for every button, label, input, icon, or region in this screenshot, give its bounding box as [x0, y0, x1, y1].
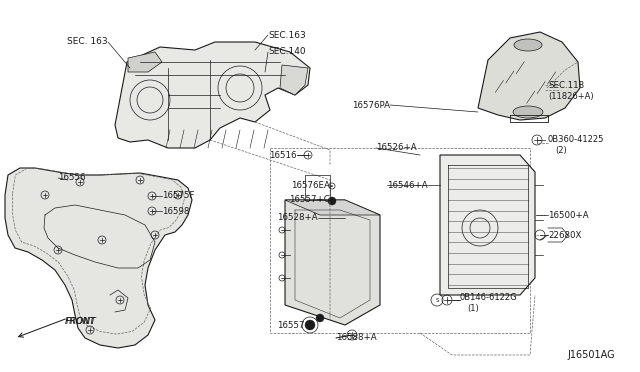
Polygon shape	[128, 52, 162, 72]
Text: FRONT: FRONT	[65, 317, 96, 327]
Polygon shape	[280, 65, 308, 95]
Polygon shape	[115, 42, 310, 148]
Text: 16598: 16598	[162, 206, 189, 215]
Polygon shape	[285, 200, 380, 215]
Polygon shape	[285, 200, 380, 325]
Text: (1): (1)	[467, 304, 479, 312]
Text: 0B146-6122G: 0B146-6122G	[460, 292, 518, 301]
Text: 16588+A: 16588+A	[336, 334, 376, 343]
Text: 0B360-41225: 0B360-41225	[548, 135, 604, 144]
Polygon shape	[440, 155, 535, 295]
Ellipse shape	[513, 106, 543, 118]
Text: 16526+A: 16526+A	[376, 144, 417, 153]
Text: FRONT: FRONT	[66, 317, 97, 327]
Circle shape	[305, 320, 315, 330]
Text: SEC.140: SEC.140	[268, 48, 306, 57]
Text: 16575F: 16575F	[162, 192, 195, 201]
Polygon shape	[5, 168, 192, 348]
Text: 22680X: 22680X	[548, 231, 581, 240]
Text: 16576EA: 16576EA	[291, 180, 330, 189]
Text: 16557+C: 16557+C	[289, 196, 330, 205]
Text: (2): (2)	[555, 147, 567, 155]
Text: 16500+A: 16500+A	[548, 211, 589, 219]
Text: 16557: 16557	[278, 321, 305, 330]
Text: SEC.163: SEC.163	[268, 31, 306, 39]
Text: 16556: 16556	[58, 173, 86, 183]
Bar	[270, 148, 530, 333]
Polygon shape	[478, 32, 580, 120]
Text: S: S	[435, 298, 439, 302]
Ellipse shape	[514, 39, 542, 51]
Text: (11826+A): (11826+A)	[548, 92, 594, 100]
Text: SEC. 163: SEC. 163	[67, 38, 108, 46]
Text: 16546+A: 16546+A	[387, 180, 428, 189]
Text: 16576PA: 16576PA	[352, 100, 390, 109]
Text: 16528+A: 16528+A	[277, 214, 318, 222]
Circle shape	[328, 197, 336, 205]
Text: J16501AG: J16501AG	[568, 350, 615, 360]
Circle shape	[316, 314, 324, 322]
Text: 16516: 16516	[269, 151, 297, 160]
Text: SEC.118: SEC.118	[548, 80, 584, 90]
